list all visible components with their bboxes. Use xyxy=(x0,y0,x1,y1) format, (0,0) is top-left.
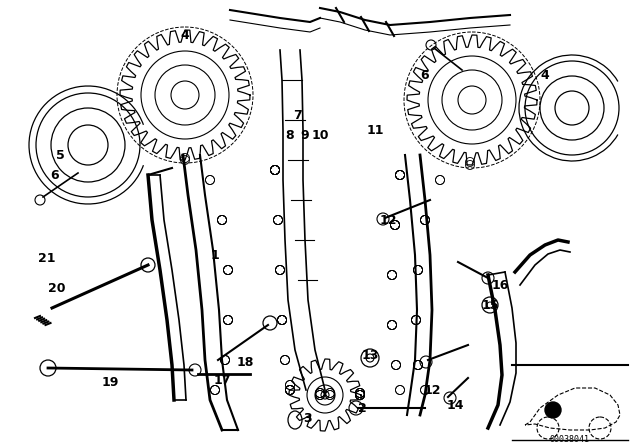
Text: 11: 11 xyxy=(366,124,384,137)
Text: 6: 6 xyxy=(420,69,429,82)
Text: 15: 15 xyxy=(481,298,499,311)
Text: 12: 12 xyxy=(423,383,441,396)
Text: 10: 10 xyxy=(311,129,329,142)
Text: 8: 8 xyxy=(285,129,294,142)
Text: 3: 3 xyxy=(303,412,311,425)
Text: 12: 12 xyxy=(380,214,397,227)
Text: 17: 17 xyxy=(213,374,231,387)
Text: 9: 9 xyxy=(301,129,309,142)
Text: 6: 6 xyxy=(51,168,60,181)
Text: 14: 14 xyxy=(446,399,464,412)
Text: 5: 5 xyxy=(56,148,65,161)
Text: 19: 19 xyxy=(101,375,118,388)
Text: 4: 4 xyxy=(541,69,549,82)
Text: 7: 7 xyxy=(294,108,302,121)
Circle shape xyxy=(545,402,561,418)
Text: 16: 16 xyxy=(492,279,509,292)
Text: 18: 18 xyxy=(236,356,253,369)
Text: 2: 2 xyxy=(358,401,366,414)
Text: 21: 21 xyxy=(38,251,56,264)
Text: 13: 13 xyxy=(362,349,379,362)
Text: 4: 4 xyxy=(180,29,189,42)
Text: 20: 20 xyxy=(48,281,66,294)
Text: 1: 1 xyxy=(211,249,220,262)
Text: 00038041: 00038041 xyxy=(550,435,590,444)
